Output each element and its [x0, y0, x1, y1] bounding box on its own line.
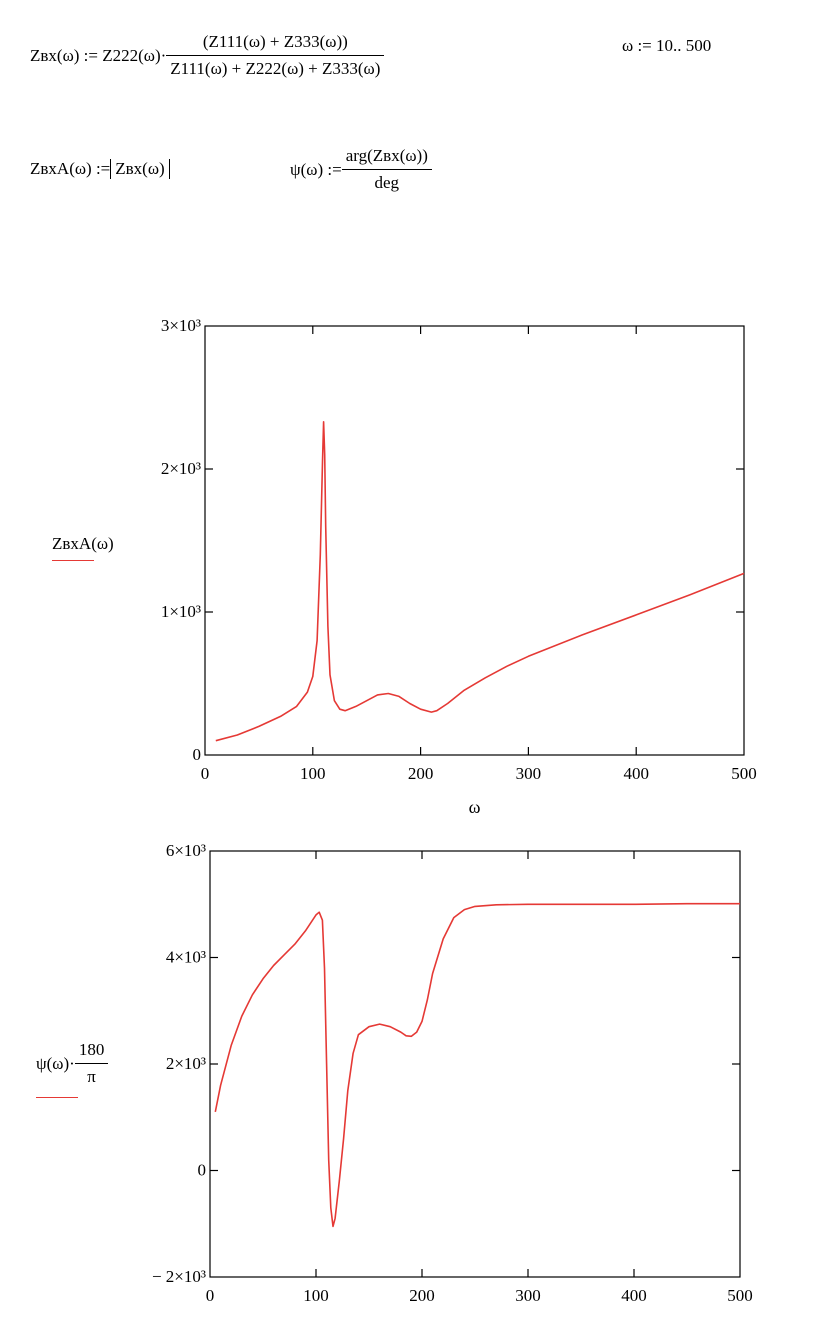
- x-tick-label: 200: [408, 764, 434, 783]
- x-tick-label: 100: [303, 1286, 329, 1305]
- chart2-ylabel: ψ(ω)· 180 π: [36, 1040, 109, 1087]
- chart-zvxa: 0 100 200 300 400 500 0 1×10³ 2×10³ 3×10³ ω: [161, 316, 757, 817]
- x-tick-label: 200: [409, 1286, 435, 1305]
- y-tick-label: 6×10³: [166, 841, 206, 860]
- x-axis-label: ω: [469, 797, 481, 817]
- equation-psi-lhs: ψ(ω) :=: [290, 159, 342, 179]
- x-tick-label: 400: [623, 764, 649, 783]
- equation-zvxa: ZвхA(ω) := Zвх(ω): [30, 158, 170, 180]
- x-tick-label: 0: [206, 1286, 215, 1305]
- y-tick-label: 0: [193, 745, 202, 764]
- x-tick-label: 500: [731, 764, 757, 783]
- equation-zvxa-lhs: ZвхA(ω) :=: [30, 159, 111, 179]
- equation-psi: ψ(ω) := arg(Zвх(ω)) deg: [290, 146, 432, 193]
- equation-psi-denominator: deg: [374, 173, 400, 192]
- y-tick-label: 2×10³: [166, 1054, 206, 1073]
- x-tick-label: 300: [515, 1286, 541, 1305]
- equation-zvx: Zвх(ω) := Z222(ω)· (Z111(ω) + Z333(ω)) Z11…: [30, 32, 385, 79]
- plot-frame: [204, 325, 745, 756]
- equation-psi-fraction: arg(Zвх(ω)) deg: [341, 146, 432, 193]
- equation-zvx-fraction: (Z111(ω) + Z333(ω)) Z111(ω) + Z222(ω) + Z…: [166, 32, 385, 79]
- equation-zvxa-abs: Zвх(ω): [110, 159, 170, 180]
- y-tick-label: 1×10³: [161, 602, 201, 621]
- equation-psi-numerator: arg(Zвх(ω)): [341, 146, 432, 170]
- equation-zvx-numerator: (Z111(ω) + Z333(ω)): [166, 32, 385, 56]
- equation-zvx-lhs: Zвх(ω) := Z222(ω)·: [30, 45, 167, 65]
- x-tick-label: 400: [621, 1286, 647, 1305]
- equation-omega-range: ω := 10.. 500: [622, 36, 712, 55]
- y-tick-label: 2×10³: [161, 459, 201, 478]
- chart1-legend-line: [52, 560, 94, 561]
- chart2-legend-line: [36, 1097, 78, 1098]
- chart2-ylabel-frac-num: 180: [74, 1040, 109, 1064]
- equation-zvx-denominator: Z111(ω) + Z222(ω) + Z333(ω): [170, 59, 381, 78]
- x-tick-label: 300: [516, 764, 542, 783]
- y-tick-label: 3×10³: [161, 316, 201, 335]
- y-tick-label: 4×10³: [166, 948, 206, 967]
- chart2-ylabel-fraction: 180 π: [74, 1040, 109, 1087]
- y-tick-label: − 2×10³: [152, 1267, 206, 1286]
- chart2-ylabel-main: ψ(ω)·: [36, 1053, 75, 1073]
- chart2-ylabel-frac-den: π: [87, 1067, 96, 1086]
- chart1-ylabel: ZвхA(ω): [52, 534, 114, 553]
- x-tick-label: 0: [201, 764, 210, 783]
- y-tick-label: 0: [198, 1161, 207, 1180]
- x-tick-label: 500: [727, 1286, 753, 1305]
- series-line: [214, 902, 740, 1228]
- plot-frame: [209, 850, 741, 1278]
- x-tick-label: 100: [300, 764, 326, 783]
- series-line: [215, 421, 745, 742]
